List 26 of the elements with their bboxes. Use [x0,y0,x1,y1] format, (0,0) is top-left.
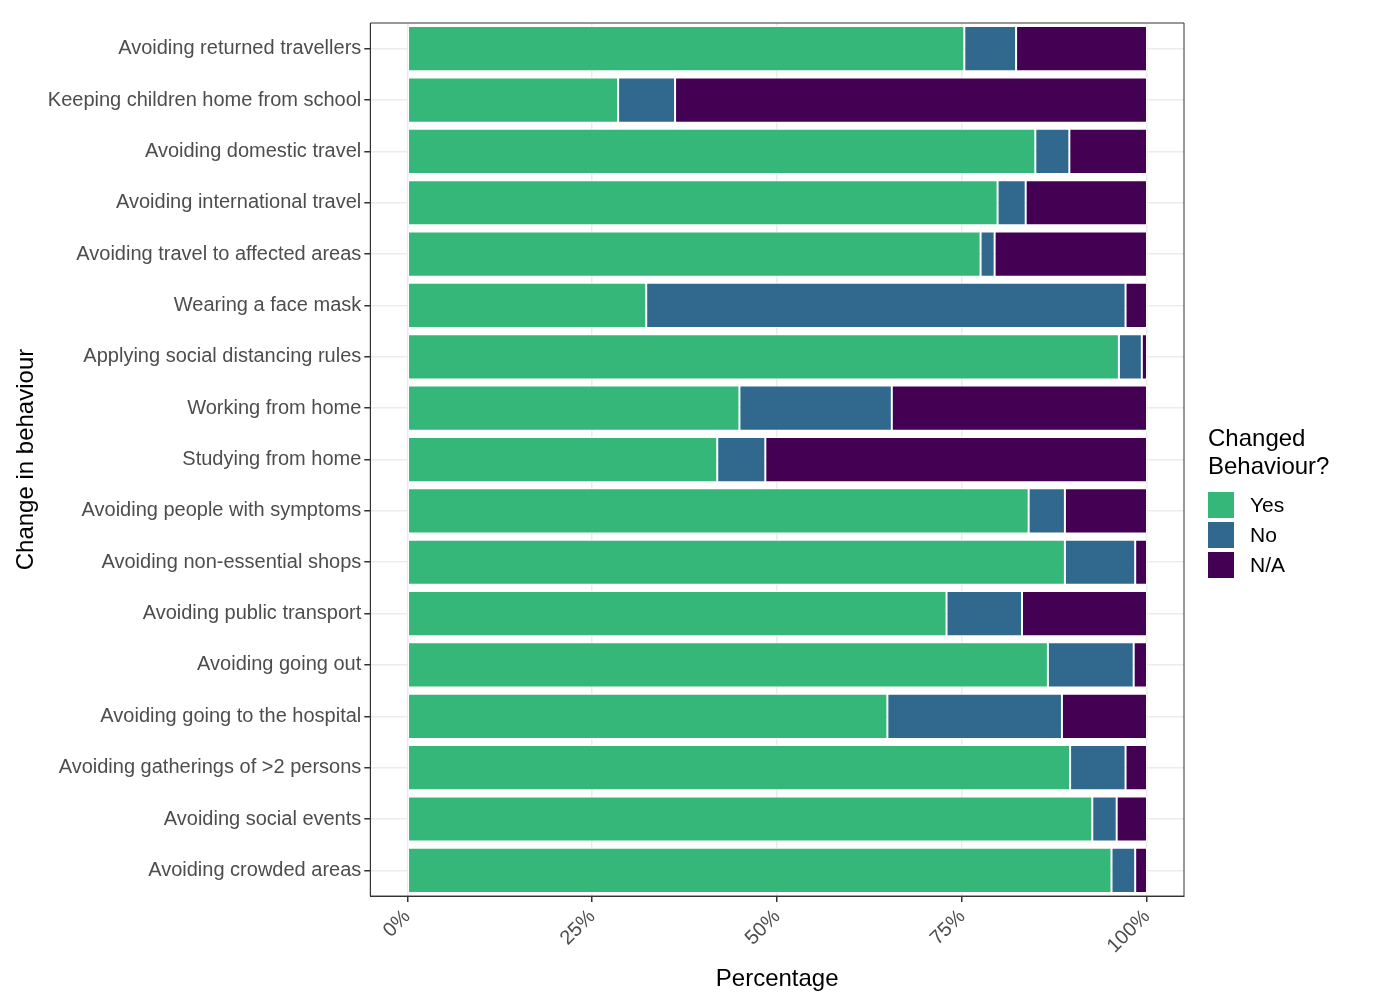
y-tick-label: Working from home [187,395,362,418]
legend-label: N/A [1250,553,1286,577]
y-tick-label: Avoiding people with symptoms [81,498,362,521]
legend-title: Changed Behaviour? [1208,424,1331,480]
x-axis-title: Percentage [715,964,839,992]
legend-label: No [1250,523,1277,547]
y-tick-label: Applying social distancing rules [83,344,362,367]
y-tick-label: Avoiding international travel [115,190,362,213]
y-tick-label: Avoiding non-essential shops [101,549,362,572]
y-tick-label: Avoiding public transport [142,601,362,624]
y-axis-title: Change in behaviour [11,348,39,571]
legend-label: Yes [1250,493,1285,517]
x-tick-label: 50% [740,904,785,949]
x-tick-label: 0% [378,904,415,941]
y-tick-label: Avoiding returned travellers [118,36,362,59]
y-tick-label: Avoiding going to the hospital [100,703,362,726]
y-tick-label: Avoiding going out [197,652,362,675]
y-tick-label: Avoiding travel to affected areas [76,241,362,264]
y-tick-label: Avoiding domestic travel [144,138,362,161]
y-tick-label: Studying from home [182,447,362,470]
y-tick-label: Avoiding gatherings of >2 persons [58,755,362,778]
x-tick-label: 75% [924,904,969,949]
y-tick-label: Avoiding social events [163,806,362,829]
y-tick-label: Keeping children home from school [47,87,362,110]
y-tick-label: Wearing a face mask [173,292,363,315]
y-tick-label: Avoiding crowded areas [148,857,362,880]
